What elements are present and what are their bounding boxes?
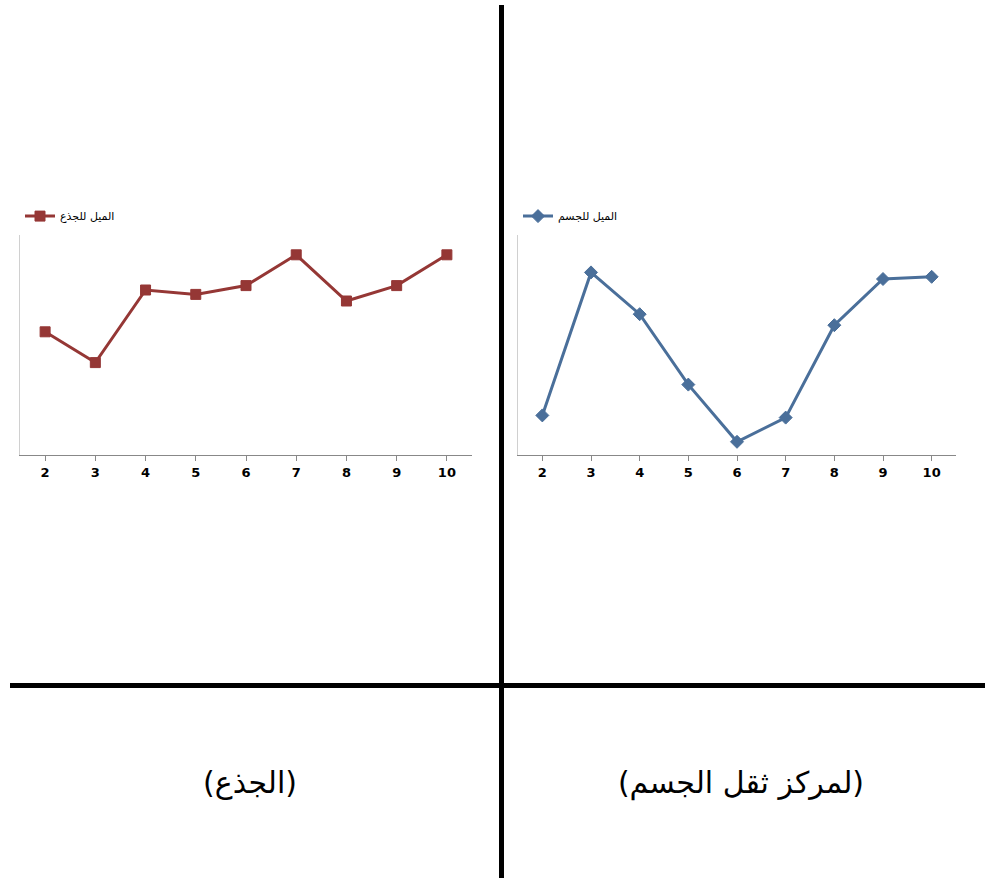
svg-text:3: 3	[91, 465, 100, 480]
svg-text:10: 10	[438, 465, 456, 480]
svg-text:4: 4	[141, 465, 150, 480]
svg-text:6: 6	[241, 465, 250, 480]
svg-text:9: 9	[392, 465, 401, 480]
svg-text:الميل للجذع: الميل للجذع	[60, 210, 114, 223]
svg-text:8: 8	[342, 465, 351, 480]
svg-text:6: 6	[732, 465, 741, 480]
html-text:(لمركز ثقل الجسم): (لمركز ثقل الجسم)	[617, 765, 865, 800]
svg-text:3: 3	[586, 465, 595, 480]
html-text:(الجذع): (الجذع)	[203, 765, 297, 800]
svg-text:الميل للجسم: الميل للجسم	[558, 210, 617, 223]
svg-text:2: 2	[41, 465, 50, 480]
svg-text:9: 9	[878, 465, 887, 480]
svg-text:10: 10	[923, 465, 941, 480]
svg-text:2: 2	[538, 465, 547, 480]
svg-text:7: 7	[292, 465, 301, 480]
svg-text:4: 4	[635, 465, 644, 480]
svg-text:7: 7	[781, 465, 790, 480]
svg-text:5: 5	[684, 465, 693, 480]
svg-text:8: 8	[830, 465, 839, 480]
svg-text:5: 5	[191, 465, 200, 480]
